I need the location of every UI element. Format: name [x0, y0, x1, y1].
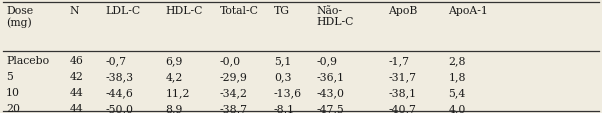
Text: -43,0: -43,0 [316, 87, 344, 97]
Text: Placebo: Placebo [6, 55, 49, 65]
Text: -47,5: -47,5 [316, 103, 344, 113]
Text: -36,1: -36,1 [316, 71, 344, 81]
Text: 0,3: 0,3 [274, 71, 291, 81]
Text: N: N [69, 6, 79, 16]
Text: Não-
HDL-C: Não- HDL-C [316, 6, 353, 27]
Text: 44: 44 [69, 103, 83, 113]
Text: -1,7: -1,7 [388, 55, 409, 65]
Text: 4,2: 4,2 [166, 71, 183, 81]
Text: -31,7: -31,7 [388, 71, 417, 81]
Text: Dose
(mg): Dose (mg) [6, 6, 33, 28]
Text: 42: 42 [69, 71, 83, 81]
Text: -0,7: -0,7 [105, 55, 126, 65]
Text: 4,0: 4,0 [448, 103, 466, 113]
Text: 5: 5 [6, 71, 13, 81]
Text: TG: TG [274, 6, 290, 16]
Text: 2,8: 2,8 [448, 55, 466, 65]
Text: HDL-C: HDL-C [166, 6, 203, 16]
Text: 5,4: 5,4 [448, 87, 466, 97]
Text: -38,1: -38,1 [388, 87, 417, 97]
Text: -0,9: -0,9 [316, 55, 337, 65]
Text: -44,6: -44,6 [105, 87, 133, 97]
Text: ApoA-1: ApoA-1 [448, 6, 488, 16]
Text: -13,6: -13,6 [274, 87, 302, 97]
Text: 11,2: 11,2 [166, 87, 190, 97]
Text: -40,7: -40,7 [388, 103, 416, 113]
Text: 5,1: 5,1 [274, 55, 291, 65]
Text: -38,7: -38,7 [220, 103, 248, 113]
Text: LDL-C: LDL-C [105, 6, 140, 16]
Text: 44: 44 [69, 87, 83, 97]
Text: -29,9: -29,9 [220, 71, 247, 81]
Text: ApoB: ApoB [388, 6, 418, 16]
Text: -38,3: -38,3 [105, 71, 134, 81]
Text: -34,2: -34,2 [220, 87, 248, 97]
Text: 20: 20 [6, 103, 20, 113]
Text: Total-C: Total-C [220, 6, 259, 16]
Text: 8,9: 8,9 [166, 103, 183, 113]
Text: -8,1: -8,1 [274, 103, 295, 113]
Text: -0,0: -0,0 [220, 55, 241, 65]
Text: 6,9: 6,9 [166, 55, 183, 65]
Text: 10: 10 [6, 87, 20, 97]
Text: -50,0: -50,0 [105, 103, 134, 113]
Text: 46: 46 [69, 55, 83, 65]
Text: 1,8: 1,8 [448, 71, 466, 81]
